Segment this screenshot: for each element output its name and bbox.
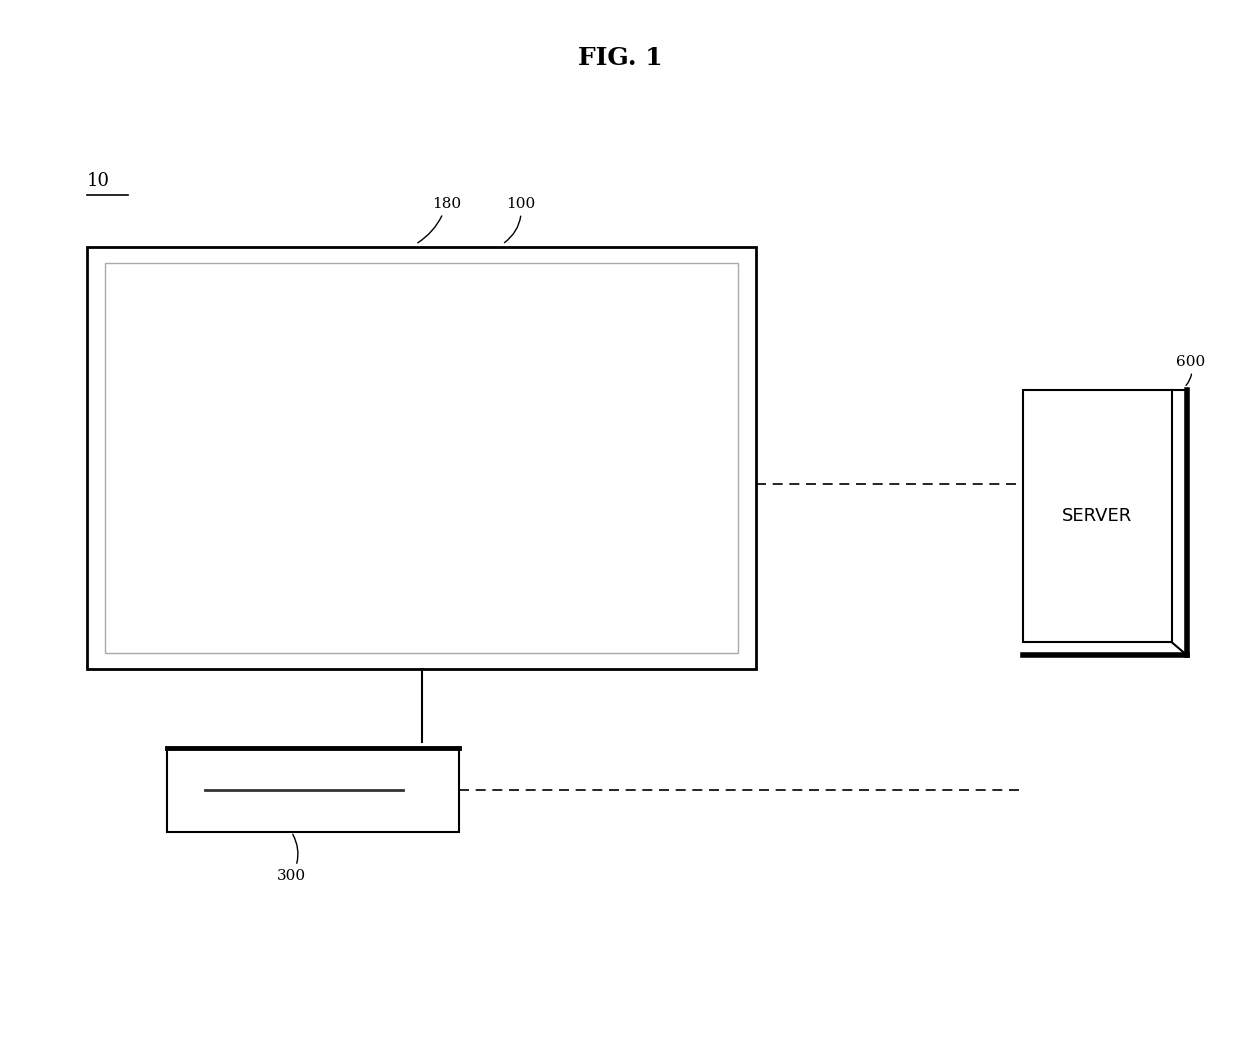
Text: FIG. 1: FIG. 1: [578, 46, 662, 69]
Text: SERVER: SERVER: [1063, 506, 1132, 525]
Text: 600: 600: [1176, 355, 1205, 385]
Text: 10: 10: [87, 172, 110, 190]
Bar: [167, 748, 459, 832]
Text: 300: 300: [277, 834, 306, 882]
Bar: [1023, 390, 1172, 642]
Bar: [87, 247, 756, 669]
Text: 100: 100: [505, 197, 536, 242]
Bar: [105, 263, 738, 653]
Text: 180: 180: [418, 197, 461, 243]
